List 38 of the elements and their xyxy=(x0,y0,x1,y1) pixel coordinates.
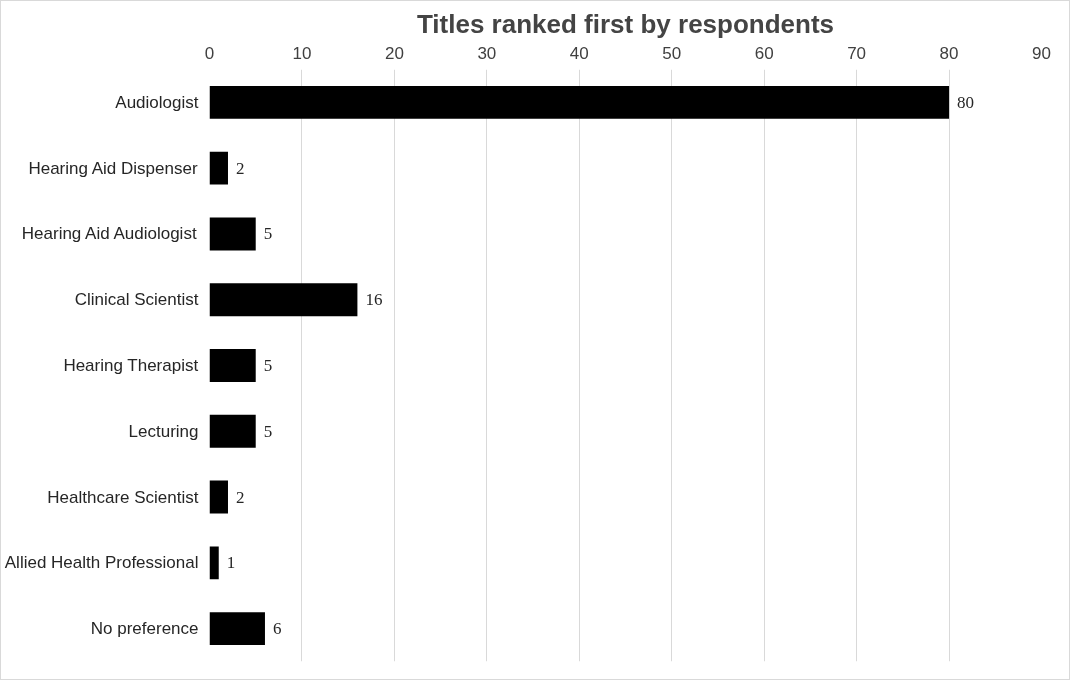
y-tick-label: Audiologist xyxy=(115,92,199,112)
x-tick-label: 30 xyxy=(477,43,497,63)
x-tick-label: 60 xyxy=(754,43,774,63)
y-tick-label: Healthcare Scientist xyxy=(47,487,199,507)
chart-title: Titles ranked first by respondents xyxy=(416,8,835,39)
y-tick-label: Hearing Aid Audiologist xyxy=(21,224,197,244)
data-label: 1 xyxy=(226,553,236,573)
y-tick-label: Hearing Aid Dispenser xyxy=(28,158,198,178)
x-tick-label: 50 xyxy=(662,43,682,63)
y-tick-label: No preference xyxy=(90,619,199,639)
data-label: 5 xyxy=(263,356,273,375)
bar xyxy=(209,349,256,382)
data-label: 2 xyxy=(235,158,245,178)
y-tick-label: Hearing Therapist xyxy=(63,356,199,375)
x-tick-label: 10 xyxy=(292,43,312,63)
bar xyxy=(209,414,256,448)
data-label: 2 xyxy=(235,487,245,507)
bar xyxy=(209,546,219,580)
x-tick-label: 90 xyxy=(1032,43,1051,63)
data-label: 5 xyxy=(263,224,273,244)
data-label: 16 xyxy=(365,290,383,310)
data-label: 80 xyxy=(957,92,975,112)
data-label: 5 xyxy=(263,421,273,441)
y-tick-label: Lecturing xyxy=(128,421,199,441)
bar xyxy=(209,480,228,514)
bar xyxy=(209,283,358,317)
x-tick-label: 70 xyxy=(847,43,867,63)
y-tick-label: Allied Health Professional xyxy=(4,553,199,573)
bar xyxy=(209,85,950,119)
bar xyxy=(209,151,228,185)
x-tick-label: 0 xyxy=(204,43,215,63)
y-tick-label: Clinical Scientist xyxy=(74,290,199,310)
bar xyxy=(209,217,256,251)
x-tick-label: 80 xyxy=(939,43,959,63)
data-label: 6 xyxy=(272,619,282,639)
x-tick-label: 20 xyxy=(384,43,404,63)
x-tick-label: 40 xyxy=(569,43,589,63)
bar xyxy=(209,612,265,646)
